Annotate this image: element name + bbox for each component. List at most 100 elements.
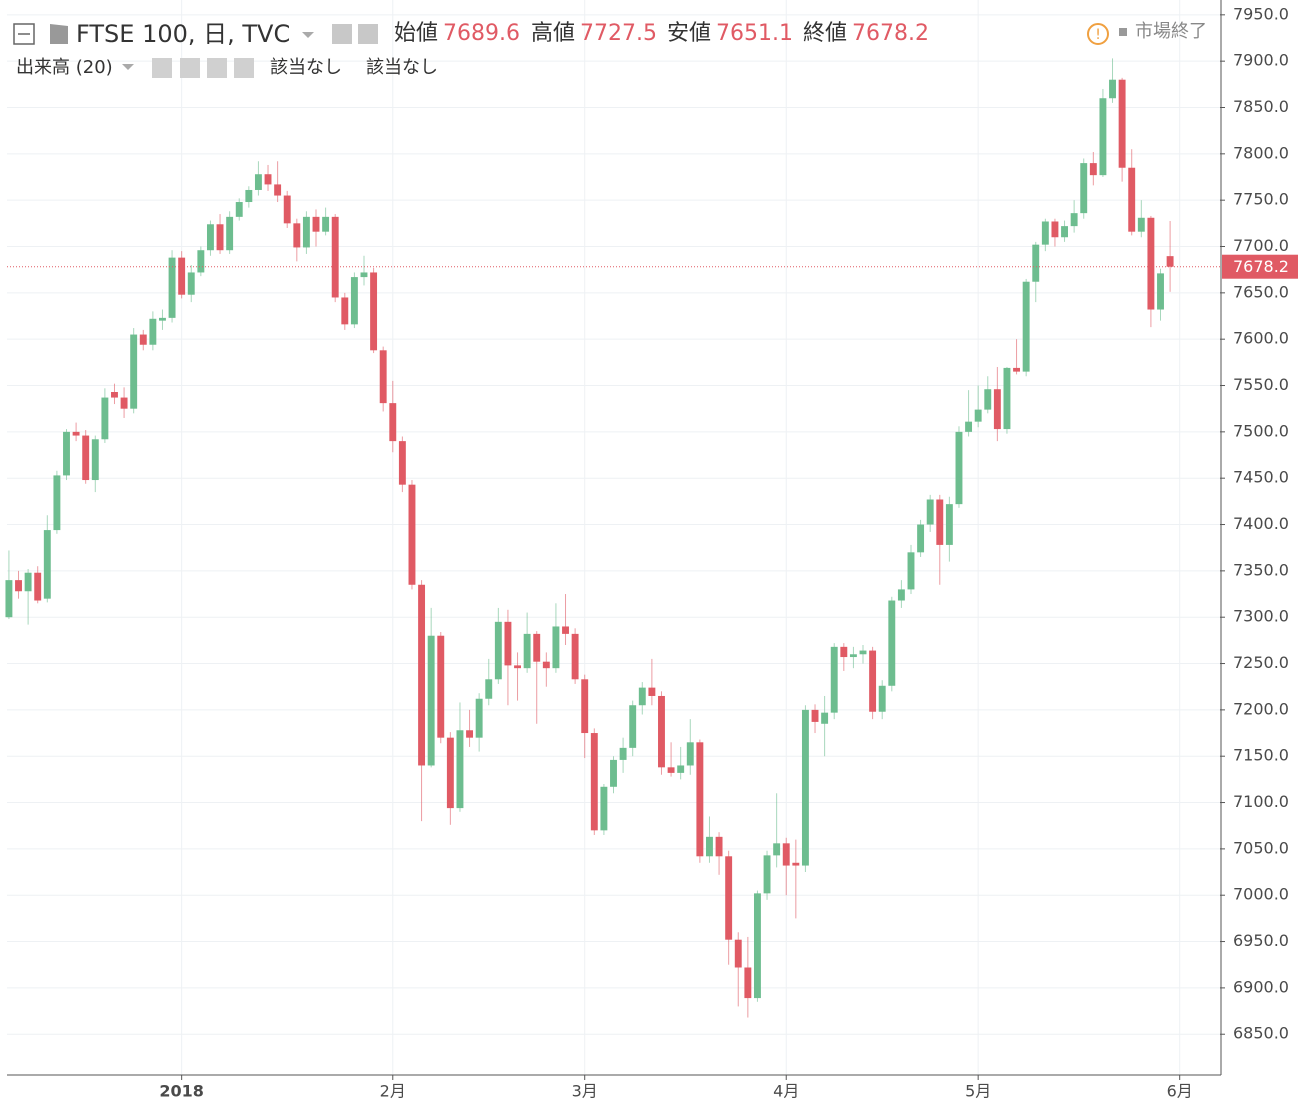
candle-body [72,431,80,436]
y-tick-label: 7950.0 [1233,4,1289,23]
candle-body [1080,163,1088,214]
alert-mark: ! [1095,27,1101,43]
candle-body [562,626,569,634]
candle-body [849,654,857,658]
candle-body [485,679,493,699]
y-tick-label: 6950.0 [1233,931,1289,950]
y-tick-label: 7200.0 [1233,699,1289,718]
eye-button[interactable] [152,58,172,78]
candle-body [274,184,282,196]
x-tick-label: 2月 [380,1082,406,1101]
candle-body [111,392,118,398]
high-label: 高値 [531,21,575,46]
y-tick-label: 7900.0 [1233,51,1289,70]
candle-body [773,843,781,856]
candle-body [1032,244,1040,282]
candle-body [34,572,42,601]
close-label: 終値 [803,21,847,46]
candle-body [792,862,800,866]
candle-body [965,421,973,432]
candle-body [312,216,320,232]
eye-button[interactable] [332,24,352,44]
candle-body [1137,217,1145,232]
candle-body [993,389,1001,430]
candle-body [821,712,829,724]
settings-button[interactable] [358,24,378,44]
candle-body [648,687,656,696]
candle-body [293,223,301,248]
candle-body [629,705,637,748]
candle-body [1013,367,1021,372]
candle-body [1128,167,1136,232]
candle-body [475,698,483,738]
candle-body [15,580,22,592]
candle-body [955,431,963,505]
collapse-button[interactable] [13,23,35,45]
candle-body [370,272,378,351]
settings-button[interactable] [180,58,200,78]
candle-body [178,257,186,295]
candle-body [542,661,550,669]
y-tick-label: 7850.0 [1233,97,1289,116]
x-tick-label: 2018 [159,1082,204,1101]
candle-body [888,600,896,686]
candle-body [379,350,387,404]
candle-body [427,635,435,766]
x-tick-label: 5月 [965,1082,991,1101]
candle-body [53,475,61,531]
candle-body [322,216,330,232]
candle-body [686,742,694,766]
candle-body [782,843,790,866]
candle-body [350,277,358,325]
candle-body [926,499,934,525]
candle-body [1041,221,1049,245]
last-price-label: 7678.2 [1233,257,1289,276]
y-tick-label: 7250.0 [1233,653,1289,672]
na-label: 該当なし [366,57,438,78]
candle-body [197,250,205,273]
candle-body [24,572,32,592]
candle-body [341,297,349,325]
candle-body [302,216,310,248]
dropdown[interactable] [122,64,134,70]
y-tick-label: 7450.0 [1233,468,1289,487]
grid [7,0,1220,1075]
y-tick-label: 7300.0 [1233,607,1289,626]
y-tick-label: 7600.0 [1233,329,1289,348]
candle-body [533,633,541,662]
candle-body [1089,163,1097,176]
candle-body [1157,273,1164,310]
add-button[interactable] [207,58,227,78]
x-tick-label: 3月 [572,1082,598,1101]
candle-body [245,189,253,203]
candle-body [869,650,877,712]
y-tick-label: 7000.0 [1233,885,1289,904]
candle-body [600,786,608,831]
status-dot [1119,28,1127,36]
candle-body [494,621,502,680]
candles [5,58,1220,1018]
candle-body [504,621,512,666]
dropdown[interactable] [302,32,314,38]
candle-body [706,836,713,857]
candle-body [1070,213,1078,227]
last-price-box [1222,254,1298,279]
candle-body [753,893,761,999]
candle-body [610,759,617,787]
candle-body [811,709,819,722]
candle-body [360,272,368,278]
candle-body [168,257,176,318]
candle-body [101,397,109,440]
alert-icon[interactable] [1087,23,1109,45]
y-tick-label: 7700.0 [1233,236,1289,255]
remove-button[interactable] [234,58,254,78]
candle-body [974,409,982,422]
candle-body [43,530,51,599]
y-tick-label: 7800.0 [1233,143,1289,162]
candle-body [5,580,13,618]
candle-body [1166,256,1174,267]
candle-body [763,855,771,894]
candle-body [91,439,99,481]
candle-body [283,195,291,224]
symbol-title: FTSE 100, 日, TVC [76,20,290,48]
